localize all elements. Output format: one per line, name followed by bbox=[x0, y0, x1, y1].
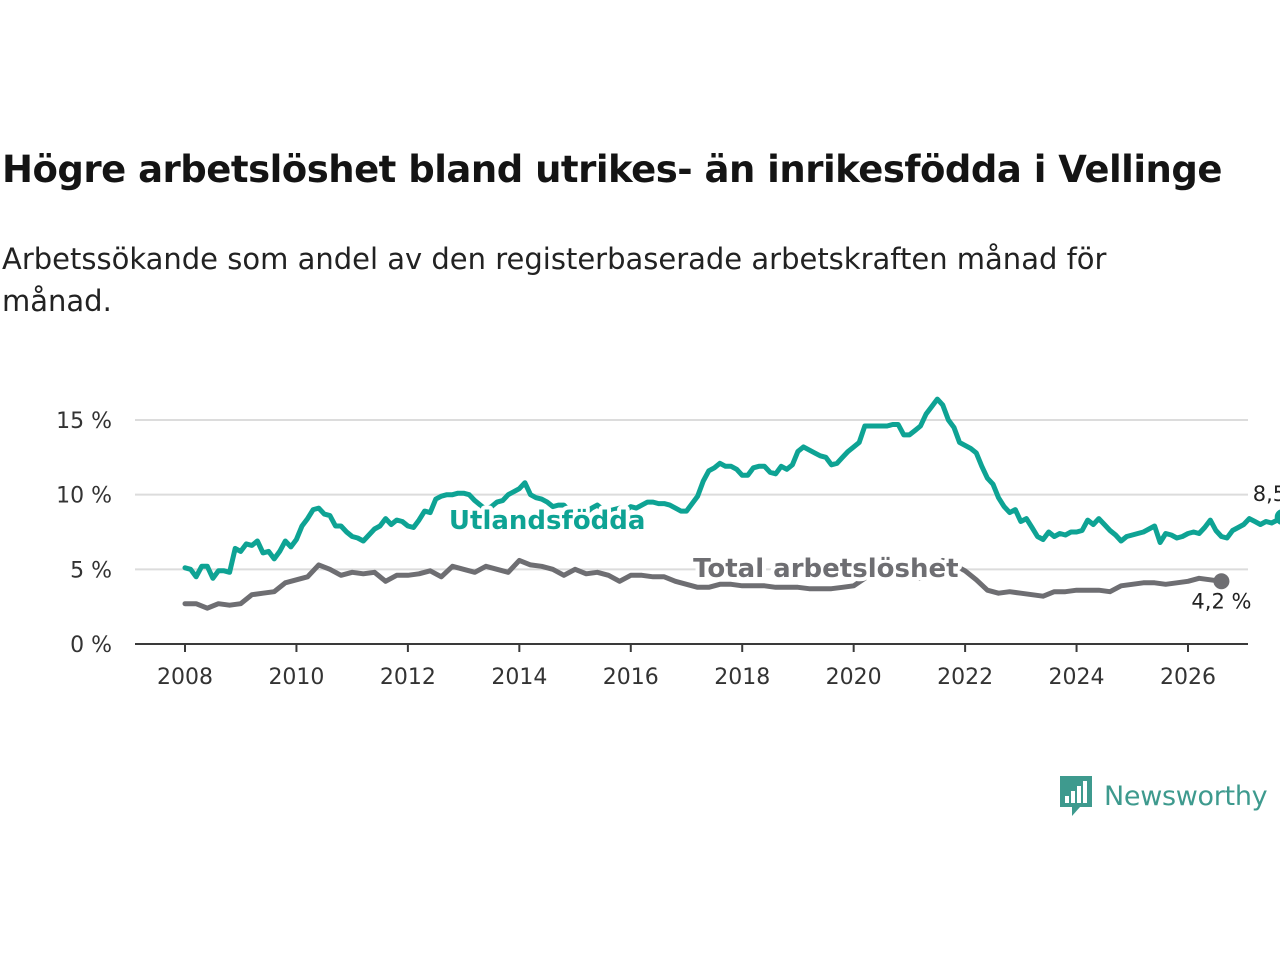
y-tick-label: 5 % bbox=[70, 558, 112, 583]
x-tick-label: 2026 bbox=[1160, 665, 1216, 690]
end-markers: 8,5 % 4,2 % bbox=[1191, 482, 1280, 613]
y-tick-label: 10 % bbox=[56, 484, 112, 509]
series-label: Total arbetslöshet bbox=[693, 554, 958, 584]
y-tick-label: 15 % bbox=[56, 409, 112, 434]
line-chart: 0 %5 %10 %15 % 2008 2010 2012 2014 2016 2018 2… bbox=[56, 396, 1280, 690]
chart-subtitle: Arbetssökande som andel av den registerb… bbox=[2, 242, 1107, 318]
x-tick-label: 2010 bbox=[268, 665, 324, 690]
x-axis-ticks: 2008 2010 2012 2014 2016 2018 2020 2022 2024 2026 bbox=[157, 644, 1216, 690]
end-value-label: 8,5 % bbox=[1253, 482, 1280, 506]
x-tick-label: 2018 bbox=[714, 665, 770, 690]
end-marker bbox=[1274, 509, 1280, 525]
x-tick-label: 2020 bbox=[826, 665, 882, 690]
x-tick-label: 2008 bbox=[157, 665, 213, 690]
y-tick-label: 0 % bbox=[70, 633, 112, 658]
chart-title: Högre arbetslöshet bland utrikes- än inr… bbox=[2, 148, 1222, 191]
newsworthy-logo-text: Newsworthy bbox=[1104, 780, 1268, 812]
y-axis-ticks: 0 % 5 % 10 % 15 % bbox=[56, 409, 112, 658]
newsworthy-logo[interactable]: Newsworthy bbox=[1058, 772, 1268, 820]
x-tick-label: 2012 bbox=[380, 665, 436, 690]
newsworthy-logo-icon bbox=[1060, 776, 1092, 816]
x-tick-label: 2022 bbox=[937, 665, 993, 690]
series-lines bbox=[182, 396, 1280, 611]
series-line-utlandsfdda bbox=[182, 396, 1280, 581]
series-label: Utlandsfödda bbox=[449, 506, 646, 536]
x-tick-label: 2016 bbox=[603, 665, 659, 690]
x-tick-label: 2014 bbox=[491, 665, 547, 690]
series-labels: Utlandsfödda Total arbetslöshet bbox=[445, 502, 963, 588]
grid-lines bbox=[135, 419, 1248, 645]
x-tick-label: 2024 bbox=[1049, 665, 1105, 690]
end-value-label: 4,2 % bbox=[1191, 589, 1251, 613]
series-line-total-arbetslshet bbox=[182, 557, 1224, 611]
end-marker bbox=[1213, 573, 1230, 590]
